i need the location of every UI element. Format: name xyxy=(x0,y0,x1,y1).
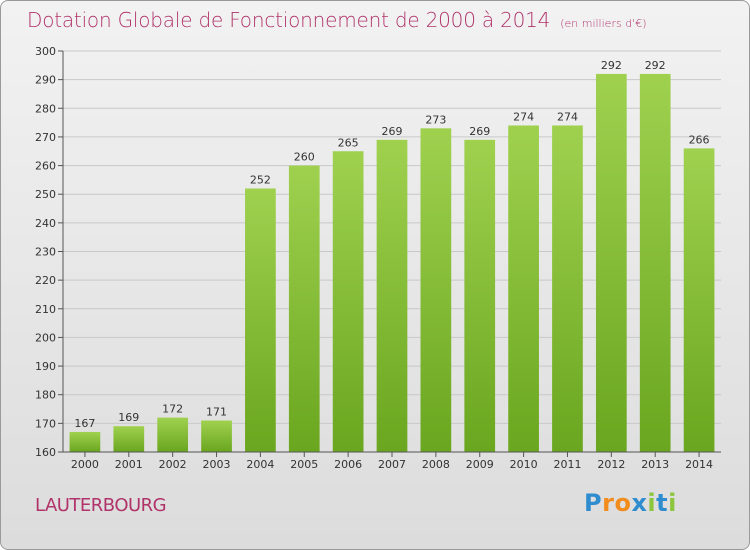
logo-letter: x xyxy=(631,489,648,517)
bar xyxy=(288,165,320,453)
bar xyxy=(639,73,671,453)
bar xyxy=(595,73,627,453)
y-tick-label: 260 xyxy=(35,160,56,173)
chart-title-unit: (en milliers d'€) xyxy=(560,17,647,30)
x-tick-label: 2010 xyxy=(510,458,538,471)
logo-letter: o xyxy=(614,489,632,517)
bar xyxy=(376,139,408,453)
chart-title: Dotation Globale de Fonctionnement de 20… xyxy=(27,8,646,32)
bar-value-label: 172 xyxy=(162,403,183,416)
bar xyxy=(420,128,452,452)
x-tick-label: 2006 xyxy=(334,458,362,471)
x-tick-label: 2005 xyxy=(290,458,318,471)
bar-value-label: 252 xyxy=(250,173,271,186)
bar xyxy=(508,125,539,452)
x-tick-label: 2012 xyxy=(597,458,625,471)
bar xyxy=(332,151,364,452)
x-tick-label: 2008 xyxy=(422,458,450,471)
x-tick-label: 2011 xyxy=(553,458,581,471)
y-tick-label: 200 xyxy=(35,331,56,344)
x-tick-label: 2002 xyxy=(159,458,187,471)
y-tick-label: 180 xyxy=(35,389,56,402)
bar-value-label: 169 xyxy=(118,411,139,424)
x-tick-label: 2001 xyxy=(115,458,143,471)
x-tick-label: 2004 xyxy=(246,458,274,471)
bar xyxy=(113,426,145,452)
proxiti-logo: Proxiti xyxy=(584,489,677,517)
bar-value-label: 292 xyxy=(645,59,666,72)
bar xyxy=(245,188,276,452)
chart-title-main: Dotation Globale de Fonctionnement de 20… xyxy=(27,8,551,32)
bars xyxy=(69,73,715,453)
bar xyxy=(69,431,101,452)
bar-value-label: 167 xyxy=(74,417,95,430)
logo-letter: r xyxy=(602,489,615,517)
bar xyxy=(157,417,189,452)
bar-value-label: 274 xyxy=(513,110,534,123)
x-tick-label: 2003 xyxy=(203,458,231,471)
y-tick-label: 240 xyxy=(35,217,56,230)
axes: 160 170 180 190 200 210 220 230 240 250 260 270 280 2… xyxy=(35,45,721,471)
logo-letter: i xyxy=(647,489,657,517)
bar xyxy=(201,420,232,452)
y-tick-label: 230 xyxy=(35,246,56,259)
y-tick-label: 210 xyxy=(35,303,56,316)
bar-value-label: 260 xyxy=(294,151,315,164)
y-tick-label: 300 xyxy=(35,45,56,58)
bar xyxy=(552,125,583,452)
bar xyxy=(464,139,496,453)
logo-letter: t xyxy=(656,489,669,517)
logo-letter: i xyxy=(668,489,677,517)
bar-value-label: 269 xyxy=(469,125,490,138)
x-tick-label: 2007 xyxy=(378,458,406,471)
commune-name: LAUTERBOURG xyxy=(35,495,167,516)
y-tick-label: 290 xyxy=(35,74,56,87)
bar-value-label: 265 xyxy=(338,136,359,149)
x-tick-label: 2000 xyxy=(71,458,99,471)
y-tick-label: 190 xyxy=(35,360,56,373)
y-tick-label: 220 xyxy=(35,274,56,287)
x-tick-label: 2014 xyxy=(685,458,713,471)
y-tick-label: 170 xyxy=(35,417,56,430)
bar-value-label: 269 xyxy=(382,125,403,138)
x-tick-label: 2013 xyxy=(641,458,669,471)
x-tick-label: 2009 xyxy=(466,458,494,471)
bar-value-label: 273 xyxy=(425,113,446,126)
bar-value-label: 274 xyxy=(557,110,578,123)
y-tick-label: 280 xyxy=(35,102,56,115)
y-tick-label: 250 xyxy=(35,188,56,201)
bar xyxy=(683,148,715,452)
logo-letter: P xyxy=(584,489,603,517)
y-tick-label: 270 xyxy=(35,131,56,144)
value-labels: 167 169 172 171 252 260 265 269 273 269 274 274 292 2… xyxy=(74,59,709,430)
bar-value-label: 171 xyxy=(206,405,227,418)
y-tick-label: 160 xyxy=(35,446,56,459)
bar-value-label: 292 xyxy=(601,59,622,72)
bar-value-label: 266 xyxy=(689,133,710,146)
